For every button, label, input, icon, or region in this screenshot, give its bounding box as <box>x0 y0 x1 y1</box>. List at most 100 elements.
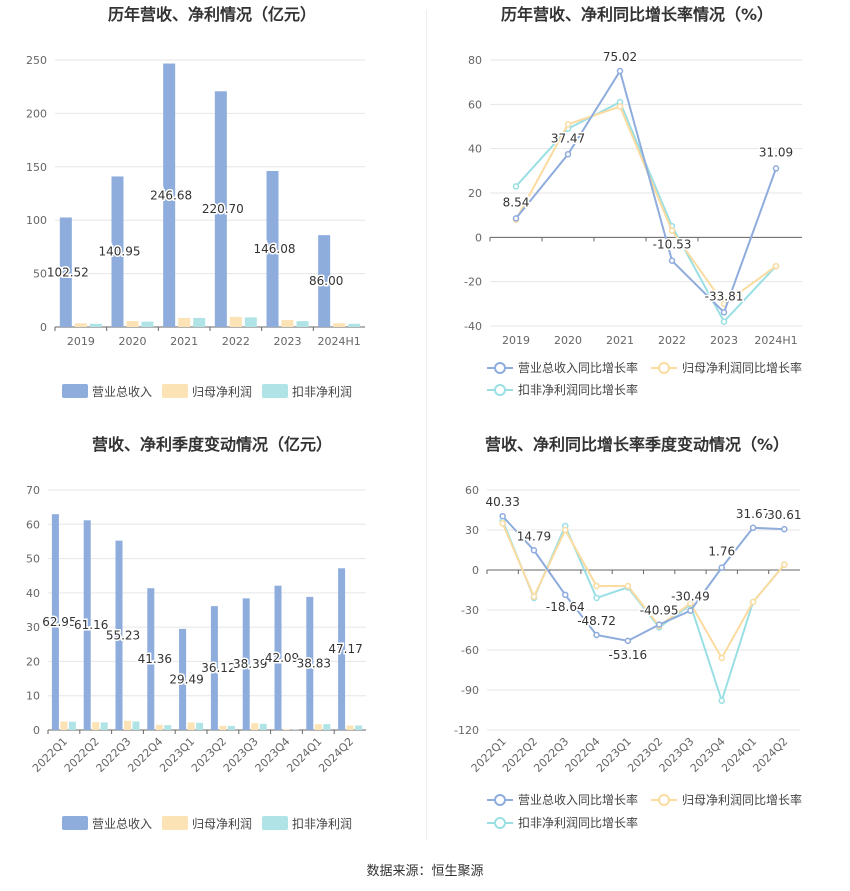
annual-growth-line-chart-svg: 历年营收、净利同比增长率情况（%） -40 -20 0 20 40 60 80 2019 2020… <box>464 5 802 397</box>
data-point <box>772 165 780 172</box>
quarterly-bar-chart-svg: 营收、净利季度变动情况（亿元）0102030405060702022Q12022… <box>26 435 366 831</box>
y-tick-label: 20 <box>26 655 40 668</box>
bar-revenue <box>147 588 155 730</box>
legend-label: 扣非净利润同比增长率 <box>518 815 638 830</box>
data-point <box>668 257 676 264</box>
bar-parent-profit <box>74 323 87 327</box>
x-tick-label: 2024Q2 <box>750 735 790 775</box>
y-tick-label: 70 <box>26 484 40 497</box>
bar-deducted-profit <box>193 317 206 327</box>
y-tick-label: 80 <box>468 54 482 67</box>
line-data-label: 31.09 <box>759 145 793 159</box>
bar-parent-profit <box>92 722 100 730</box>
data-point <box>624 582 632 590</box>
data-point <box>616 67 624 75</box>
bar-data-label: 41.36 <box>138 652 172 666</box>
bar-data-label: 61.16 <box>74 618 108 632</box>
legend-marker <box>494 362 506 374</box>
data-point <box>781 561 788 568</box>
y-tick-label: 10 <box>26 690 40 703</box>
legend-label: 扣非净利润 <box>292 817 352 831</box>
line-data-label: 30.61 <box>767 508 801 522</box>
x-tick-label: 2019 <box>67 335 95 348</box>
line-data-label: 40.33 <box>485 495 519 509</box>
y-tick-label: 40 <box>468 143 482 156</box>
quarterly-growth-line-chart-svg: 营收、净利同比增长率季度变动情况（%） -120 -90 -60 -30 0 30 60 202… <box>454 435 803 830</box>
line-data-label: -53.16 <box>609 648 648 662</box>
legend-marker <box>494 817 506 829</box>
bar-revenue <box>59 217 72 327</box>
y-tick-label: -30 <box>461 604 479 617</box>
bar-parent-profit <box>178 317 191 327</box>
annual-revenue-profit-chart: 历年营收、净利情况（亿元） 0 50 100 150 200 250 2019 2020 2021… <box>0 0 425 430</box>
chart-title: 营收、净利季度变动情况（亿元） <box>92 435 332 454</box>
y-tick-label: -120 <box>454 724 479 737</box>
y-tick-label: 30 <box>465 524 479 537</box>
legend-marker <box>494 384 506 396</box>
data-point <box>718 564 725 571</box>
legend-label: 归母净利润同比增长率 <box>682 792 802 807</box>
bar-data-label: 29.49 <box>169 672 203 686</box>
bar-revenue <box>83 520 91 730</box>
legend-label: 营业总收入同比增长率 <box>518 792 638 807</box>
data-source-note: 数据来源：恒生聚源 <box>366 864 484 879</box>
panel-divider <box>426 10 427 840</box>
bar-parent-profit <box>187 722 195 730</box>
y-tick-label: 150 <box>26 161 47 174</box>
y-tick-label: 250 <box>26 54 47 67</box>
bar-data-label: 62.95 <box>42 615 76 629</box>
x-tick-label: 2023 <box>710 334 738 347</box>
data-point <box>564 121 572 128</box>
line-data-label: 14.79 <box>517 529 551 543</box>
chart-title: 营收、净利同比增长率季度变动情况（%） <box>485 435 789 454</box>
bar-revenue <box>210 606 218 730</box>
legend-label: 归母净利润 <box>192 385 252 399</box>
x-tick-label: 2024H1 <box>754 334 797 347</box>
x-tick-label: 2024H1 <box>318 335 361 348</box>
data-point <box>720 309 728 316</box>
line-data-label: -30.49 <box>671 590 710 604</box>
series-line <box>501 515 785 642</box>
data-point <box>616 103 624 110</box>
legend-label: 归母净利润同比增长率 <box>682 360 802 375</box>
y-tick-label: 50 <box>33 268 47 281</box>
y-tick-label: 0 <box>33 724 40 737</box>
bar-data-label: 38.83 <box>297 656 331 670</box>
bar-data-label: 140.95 <box>99 245 141 259</box>
bar-revenue <box>163 63 176 327</box>
bar-parent-profit <box>346 725 354 730</box>
line-data-label: -33.81 <box>705 289 744 303</box>
y-tick-label: 60 <box>26 518 40 531</box>
legend-swatch <box>62 384 88 398</box>
bar-data-label: 38.39 <box>233 657 267 671</box>
bar-parent-profit <box>283 729 290 730</box>
legend-swatch <box>262 384 288 398</box>
legend-label: 营业总收入 <box>92 817 152 831</box>
x-tick-label: 2021 <box>170 335 198 348</box>
legend-label: 营业总收入 <box>92 385 152 399</box>
bar-data-label: 55.23 <box>106 628 140 642</box>
bar-deducted-profit <box>323 724 331 730</box>
bar-data-label: 86.00 <box>309 274 343 288</box>
y-tick-label: 30 <box>26 621 40 634</box>
y-tick-label: -20 <box>464 276 482 289</box>
y-tick-label: 100 <box>26 214 47 227</box>
line-data-label: 1.76 <box>708 545 735 559</box>
data-point <box>687 607 694 614</box>
bar-revenue <box>318 235 331 327</box>
bar-parent-profit <box>219 725 227 730</box>
data-point <box>564 151 572 158</box>
bar-deducted-profit <box>68 721 76 730</box>
x-tick-label: 2020 <box>119 335 147 348</box>
data-point <box>624 637 632 645</box>
y-tick-label: -90 <box>461 684 479 697</box>
bar-deducted-profit <box>259 723 267 730</box>
data-point <box>749 598 757 606</box>
y-tick-label: 60 <box>468 98 482 111</box>
y-tick-label: 0 <box>472 564 479 577</box>
line-data-label: 31.67 <box>736 507 770 521</box>
annual-bar-chart-svg: 历年营收、净利情况（亿元） 0 50 100 150 200 250 2019 2020 2021… <box>26 5 365 399</box>
bar-revenue <box>115 540 123 730</box>
bar-revenue <box>214 91 227 328</box>
line-data-label: 75.02 <box>603 50 637 64</box>
